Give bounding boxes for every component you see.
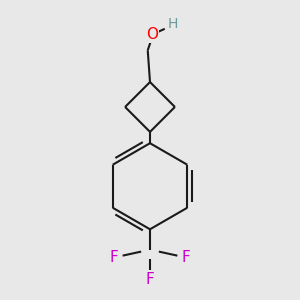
Text: F: F	[146, 272, 154, 286]
Text: H: H	[167, 17, 178, 31]
Text: O: O	[146, 27, 158, 42]
Text: F: F	[110, 250, 118, 265]
Text: F: F	[182, 250, 190, 265]
